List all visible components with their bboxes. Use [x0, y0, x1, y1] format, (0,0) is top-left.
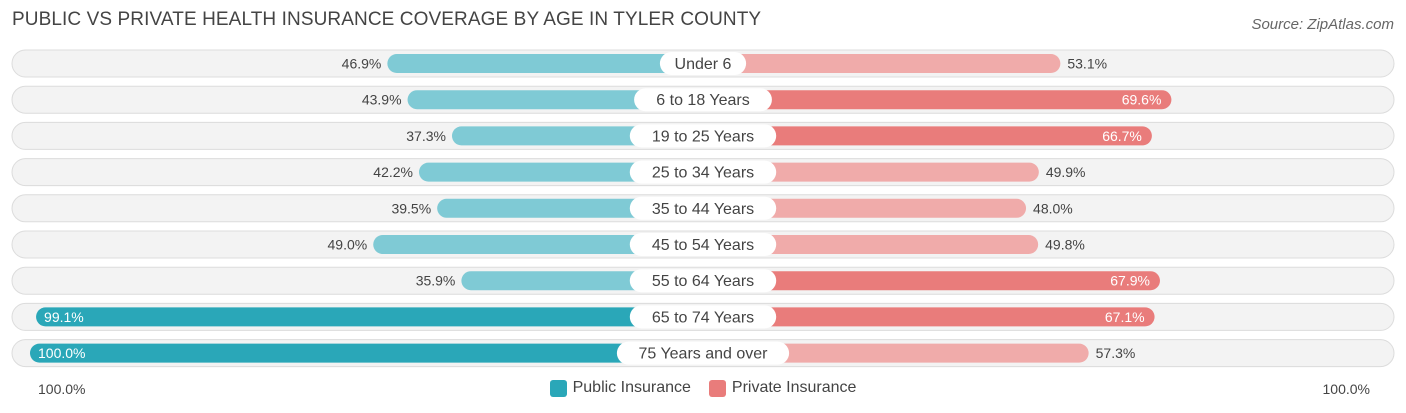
value-label-public: 100.0% [38, 345, 85, 361]
value-label-private: 67.9% [1110, 273, 1150, 289]
category-label: 75 Years and over [639, 346, 769, 363]
category-pill [629, 233, 777, 256]
category-label: 35 to 44 Years [652, 201, 754, 218]
bar-public [387, 54, 703, 73]
bar-public [30, 343, 703, 363]
bar-private [703, 343, 1089, 363]
category-pill [616, 341, 790, 365]
chart-legend: Public Insurance Private Insurance [0, 379, 1406, 397]
value-label-private: 48.0% [1033, 200, 1073, 216]
bar-private [703, 307, 1155, 327]
category-label: 65 to 74 Years [652, 309, 754, 326]
bar-public [373, 235, 703, 254]
legend-item-private: Private Insurance [708, 379, 857, 397]
bar-private [703, 271, 1160, 291]
value-label-public: 49.0% [328, 237, 368, 253]
category-label: 6 to 18 Years [656, 92, 749, 109]
category-label: 19 to 25 Years [652, 128, 754, 145]
value-label-public: 39.5% [391, 200, 431, 216]
category-pill [629, 124, 777, 148]
category-pill [629, 196, 777, 220]
category-pill [629, 269, 777, 293]
value-label-public: 43.9% [362, 92, 402, 108]
bar-public [36, 307, 703, 327]
value-label-public: 37.3% [406, 128, 446, 144]
value-label-private: 67.1% [1105, 309, 1145, 325]
value-label-private: 66.7% [1102, 128, 1142, 144]
category-label: 45 to 54 Years [652, 237, 754, 254]
chart-source: Source: ZipAtlas.com [1251, 16, 1394, 33]
axis-label-left: 100.0% [38, 381, 86, 397]
axis-label-right: 100.0% [1322, 381, 1370, 397]
legend-label-public: Public Insurance [572, 379, 691, 396]
value-label-private: 69.6% [1122, 92, 1162, 108]
legend-label-private: Private Insurance [731, 379, 857, 396]
value-label-public: 99.1% [44, 309, 84, 325]
category-pill [634, 88, 772, 112]
category-label: Under 6 [675, 56, 732, 73]
category-label: 55 to 64 Years [652, 273, 754, 290]
category-pill [659, 52, 747, 75]
bar-private [703, 126, 1152, 146]
legend-swatch-public [549, 379, 567, 397]
legend-swatch-private [708, 379, 726, 397]
category-pill [629, 160, 777, 184]
value-label-private: 49.8% [1045, 237, 1085, 253]
value-label-public: 35.9% [416, 273, 456, 289]
bar-private [703, 235, 1039, 254]
legend-item-public: Public Insurance [549, 379, 691, 397]
bar-private [703, 162, 1039, 182]
value-label-private: 53.1% [1067, 56, 1107, 72]
bar-private [703, 90, 1172, 110]
bar-private [703, 54, 1061, 73]
bar-public [407, 90, 703, 110]
value-label-public: 42.2% [373, 164, 413, 180]
category-label: 25 to 34 Years [652, 165, 754, 182]
bar-private [703, 198, 1027, 218]
category-pill [629, 305, 777, 329]
value-label-public: 46.9% [342, 56, 382, 72]
chart-title: PUBLIC VS PRIVATE HEALTH INSURANCE COVER… [12, 9, 762, 30]
value-label-private: 49.9% [1046, 164, 1086, 180]
value-label-private: 57.3% [1096, 345, 1136, 361]
